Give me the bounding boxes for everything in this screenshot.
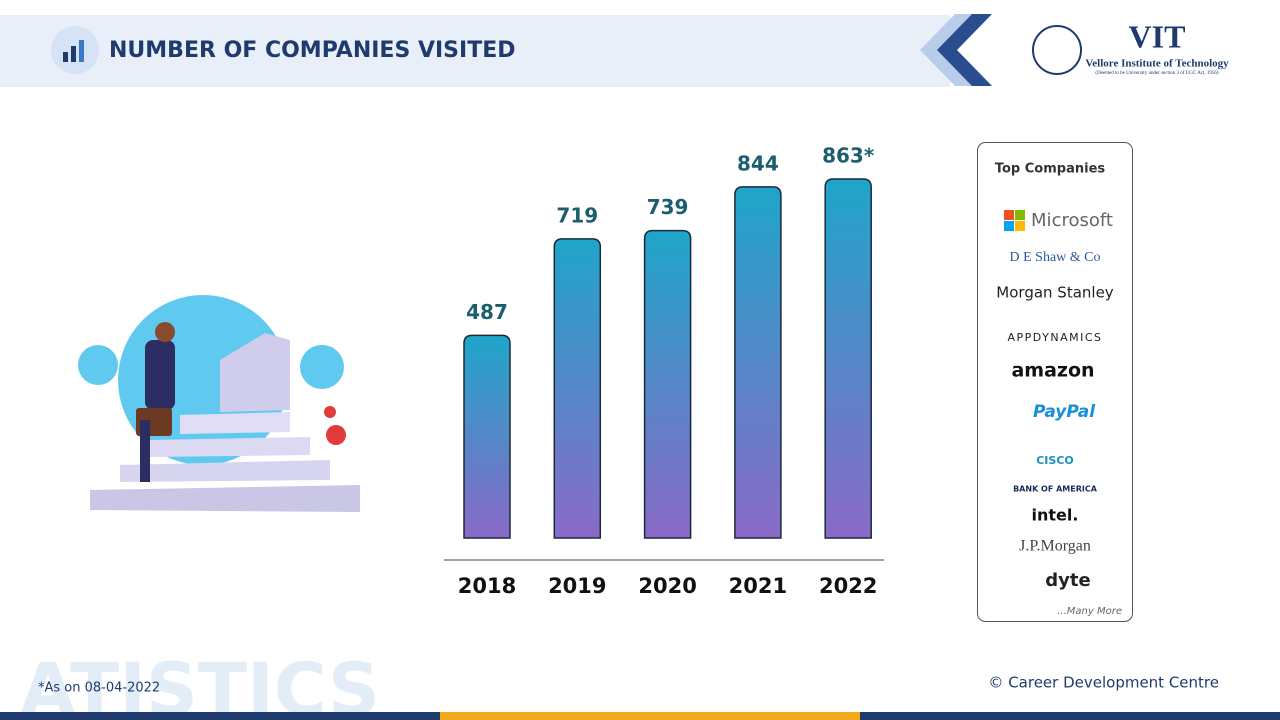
sidebar-more: ...Many More [1057,606,1122,617]
company-name: PayPal [1033,402,1096,422]
x-tick-label: 2021 [729,574,787,598]
logo-subtitle: Vellore Institute of Technology [1085,58,1229,70]
ms-logo [1004,210,1014,220]
watermark: ATISTICS [20,648,380,720]
sidebar-title: Top Companies [995,162,1106,177]
bar [553,238,602,539]
value-label: 863* [822,143,875,167]
footer-credit: © Career Development Centre [988,674,1219,692]
chevron [920,14,975,86]
stairs [180,412,290,434]
value-label: 739 [647,195,689,219]
bar [643,229,692,539]
chevron [937,14,992,86]
x-tick-label: 2022 [819,574,877,598]
company-name: Morgan Stanley [996,284,1114,302]
header-icon [71,46,76,62]
ms-logo [1004,221,1014,231]
company-name: dyte [1045,570,1090,591]
company-name: CISCO [1036,454,1074,467]
person [140,420,150,482]
company-name: D E Shaw & Co [1010,250,1101,265]
company-name: intel. [1032,506,1079,525]
logo-seal [1032,25,1082,75]
logo-note: (Deemed to be University under section 3… [1095,71,1219,76]
sidebar-panel [977,142,1133,622]
stairs [90,485,360,512]
stairs [220,333,290,412]
bar [734,186,782,539]
x-tick-label: 2018 [458,574,516,598]
person [155,322,175,342]
stairs [120,460,330,482]
company-name: J.P.Morgan [1019,538,1091,555]
header-band [0,15,950,87]
illustration-dot [78,345,118,385]
ms-logo [1015,221,1025,231]
x-tick-label: 2019 [548,574,606,598]
ms-logo [1015,210,1025,220]
bar [824,178,872,539]
bar [463,334,511,539]
illustration-dot [300,345,344,389]
company-name: BANK OF AMERICA [1013,485,1098,494]
x-tick-label: 2020 [638,574,696,598]
illustration-node [324,406,336,418]
logo-name: VIT [1129,18,1186,54]
header-icon [63,52,68,62]
value-label: 719 [556,203,598,227]
value-label: 487 [466,300,508,324]
company-name: APPDYNAMICS [1007,331,1102,344]
footer-stripe [440,712,860,720]
header-title: NUMBER OF COMPANIES VISITED [109,38,516,63]
illustration-node [326,425,346,445]
footer-note: *As on 08-04-2022 [38,681,160,696]
header-icon [79,40,84,62]
person [145,340,175,410]
stairs [150,437,310,457]
company-name: amazon [1011,360,1094,382]
value-label: 844 [737,151,779,175]
company-name: Microsoft [1031,210,1113,231]
